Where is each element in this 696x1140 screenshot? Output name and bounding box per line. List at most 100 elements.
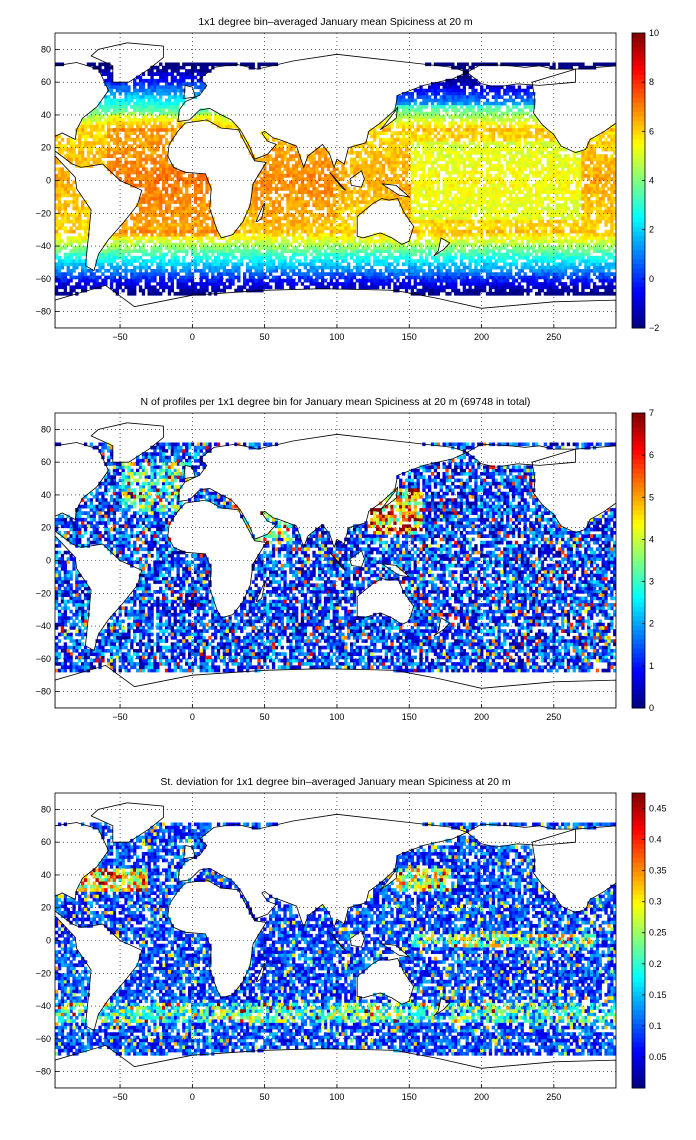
colorbar-swatch	[632, 194, 645, 200]
colorbar-swatch	[632, 528, 645, 534]
heatmap-bin-group	[136, 472, 143, 476]
heatmap-bin-group	[399, 501, 403, 506]
coastline	[349, 930, 365, 948]
colorbar-swatch	[632, 880, 645, 886]
heatmap-bin-group	[159, 98, 163, 103]
heatmap-bin-group	[402, 494, 406, 499]
heatmap-bin-group	[286, 527, 290, 532]
heatmap-bin-group	[176, 472, 180, 476]
heatmap-bin-group	[454, 288, 458, 293]
colorbar-swatch	[632, 454, 645, 460]
colorbar-swatch	[632, 574, 645, 580]
colorbar-swatch	[632, 1069, 645, 1075]
colorbar-tick-label: 0.4	[649, 835, 662, 845]
heatmap-bin-group	[136, 1019, 140, 1023]
coastline	[329, 932, 346, 951]
heatmap-bin-group	[176, 1002, 180, 1007]
heatmap-bin-group	[124, 180, 143, 185]
colorbar-swatch	[632, 431, 645, 437]
heatmap-bin-group	[156, 481, 406, 496]
heatmap-bin-group	[402, 524, 406, 529]
heatmap-bin-group	[433, 871, 438, 876]
colorbar-swatch	[632, 1032, 645, 1038]
colorbar-swatch	[632, 620, 645, 626]
heatmap-bin-group	[561, 940, 565, 945]
heatmap-bin-group	[240, 1019, 244, 1023]
heatmap-bin-group	[378, 514, 383, 519]
heatmap-bin-group	[404, 488, 409, 493]
colorbar-swatch	[632, 894, 645, 900]
heatmap-bin-group	[413, 504, 417, 509]
colorbar-swatch	[632, 671, 645, 677]
heatmap-bin-group	[376, 524, 380, 529]
colorbar-swatch	[632, 542, 645, 548]
colorbar-swatch	[632, 1051, 645, 1057]
colorbar-swatch	[632, 652, 645, 658]
heatmap-bin-group	[127, 884, 131, 889]
heatmap-bin-group	[387, 531, 391, 535]
colorbar-swatch	[632, 83, 645, 89]
heatmap-bin-group	[396, 1012, 400, 1017]
heatmap-bin-group	[109, 1015, 114, 1020]
heatmap-bin-group	[376, 521, 380, 525]
colorbar-tick-label: 4	[649, 534, 654, 544]
heatmap-bin-group	[402, 1009, 406, 1013]
heatmap-bin-group	[419, 514, 423, 519]
heatmap-bin-group	[404, 881, 435, 889]
heatmap-bin-group	[115, 930, 119, 935]
heatmap-bin-group	[150, 475, 157, 486]
heatmap-bin-group	[190, 69, 472, 83]
colorbar-swatch	[632, 981, 645, 988]
heatmap-bin-group	[407, 517, 412, 522]
heatmap-bin-group	[179, 462, 183, 466]
colorbar-tick-label: 0.2	[649, 959, 662, 969]
heatmap-bin-group	[167, 1012, 172, 1017]
colorbar-swatch	[632, 291, 645, 297]
heatmap-bin-group	[130, 878, 134, 882]
heatmap-bin-group	[419, 501, 423, 506]
colorbar-swatch	[632, 611, 645, 617]
heatmap-bin-group	[381, 521, 386, 525]
heatmap-bin-group	[271, 534, 276, 538]
colorbar-swatch	[632, 139, 645, 145]
coastline	[329, 552, 346, 571]
heatmap-bin-group	[257, 1009, 261, 1013]
colorbar-swatch	[632, 931, 645, 937]
heatmap-bin-group	[83, 259, 484, 267]
colorbar-swatch	[632, 102, 645, 108]
heatmap-bin-group	[101, 262, 490, 270]
coastline	[183, 844, 196, 860]
heatmap-bin-group	[410, 878, 414, 882]
heatmap-bin-group	[138, 874, 143, 879]
heatmap-bin-group	[182, 255, 186, 260]
heatmap-bin-group	[552, 278, 556, 283]
heatmap-bin-group	[569, 1002, 573, 1007]
heatmap-bin-group	[104, 888, 108, 892]
heatmap-bin-group	[572, 278, 588, 283]
heatmap-bin-group	[410, 498, 414, 502]
heatmap-bin-group	[147, 485, 151, 489]
heatmap-bin-group	[474, 943, 478, 948]
heatmap-bin-group	[399, 504, 403, 509]
heatmap-bin-group	[384, 265, 388, 270]
heatmap-bin-group	[57, 131, 602, 234]
colorbar-swatch	[632, 940, 645, 946]
colorbar-tick-label: 0.05	[649, 1052, 667, 1062]
heatmap-bin-group	[248, 1006, 252, 1010]
colorbar-swatch	[632, 1078, 645, 1084]
heatmap-bin-group	[413, 488, 417, 493]
colorbar-tick-label: 0.25	[649, 928, 667, 938]
heatmap-bin-group	[506, 1019, 510, 1023]
heatmap-bin-group	[491, 943, 495, 948]
heatmap-bin-group	[402, 888, 406, 892]
heatmap-bin-group	[167, 170, 180, 188]
coastline	[329, 172, 346, 191]
colorbar-swatch	[632, 1041, 645, 1048]
coastline	[349, 550, 365, 568]
colorbar-swatch	[632, 56, 645, 62]
colorbar-swatch	[632, 37, 645, 43]
heatmap-bin-group	[485, 937, 490, 941]
colorbar-swatch	[632, 666, 645, 672]
colorbar-swatch	[632, 212, 645, 218]
coastline	[381, 943, 411, 958]
